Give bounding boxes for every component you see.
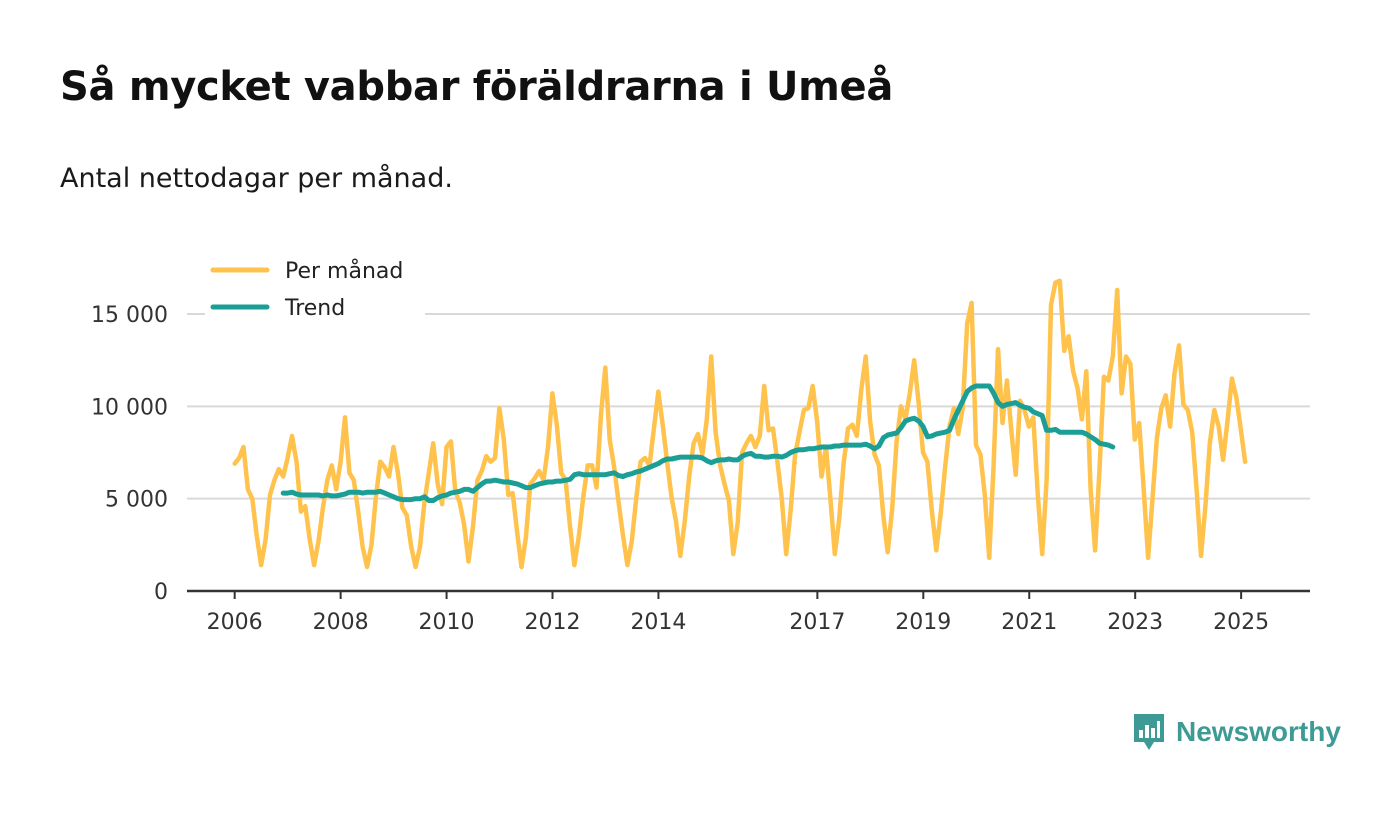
x-tick-label: 2023 bbox=[1107, 610, 1163, 635]
x-tick-label: 2014 bbox=[630, 610, 686, 635]
x-tick-label: 2021 bbox=[1001, 610, 1057, 635]
x-tick-label: 2017 bbox=[789, 610, 845, 635]
axes: 0 5 000 10 000 15 000 2006 2008 2010 2012 2014 20… bbox=[91, 303, 1310, 635]
legend-background bbox=[205, 252, 425, 324]
y-tick-label: 15 000 bbox=[91, 303, 168, 328]
chart-subtitle: Antal nettodagar per månad. bbox=[60, 163, 453, 194]
legend: Per månad Trend bbox=[205, 252, 425, 324]
x-tick-label: 2025 bbox=[1213, 610, 1269, 635]
y-tick-label: 5 000 bbox=[105, 488, 168, 513]
series-line-trend bbox=[280, 383, 1116, 503]
x-tick-label: 2006 bbox=[207, 610, 263, 635]
x-tick-label: 2008 bbox=[313, 610, 369, 635]
legend-label-per-month: Per månad bbox=[285, 258, 403, 284]
legend-label-trend: Trend bbox=[284, 296, 345, 321]
series bbox=[232, 278, 1248, 570]
newsworthy-logo-icon bbox=[1134, 714, 1164, 750]
x-tick-label: 2019 bbox=[895, 610, 951, 635]
chart-title: Så mycket vabbar föräldrarna i Umeå bbox=[60, 64, 894, 110]
x-tick-label: 2010 bbox=[419, 610, 475, 635]
brand-name: Newsworthy bbox=[1176, 716, 1341, 747]
series-line-per-month bbox=[232, 278, 1248, 570]
x-tick-label: 2012 bbox=[525, 610, 581, 635]
newsworthy-brand: Newsworthy bbox=[1132, 712, 1341, 752]
y-tick-label: 0 bbox=[154, 580, 168, 605]
y-tick-label: 10 000 bbox=[91, 395, 168, 420]
